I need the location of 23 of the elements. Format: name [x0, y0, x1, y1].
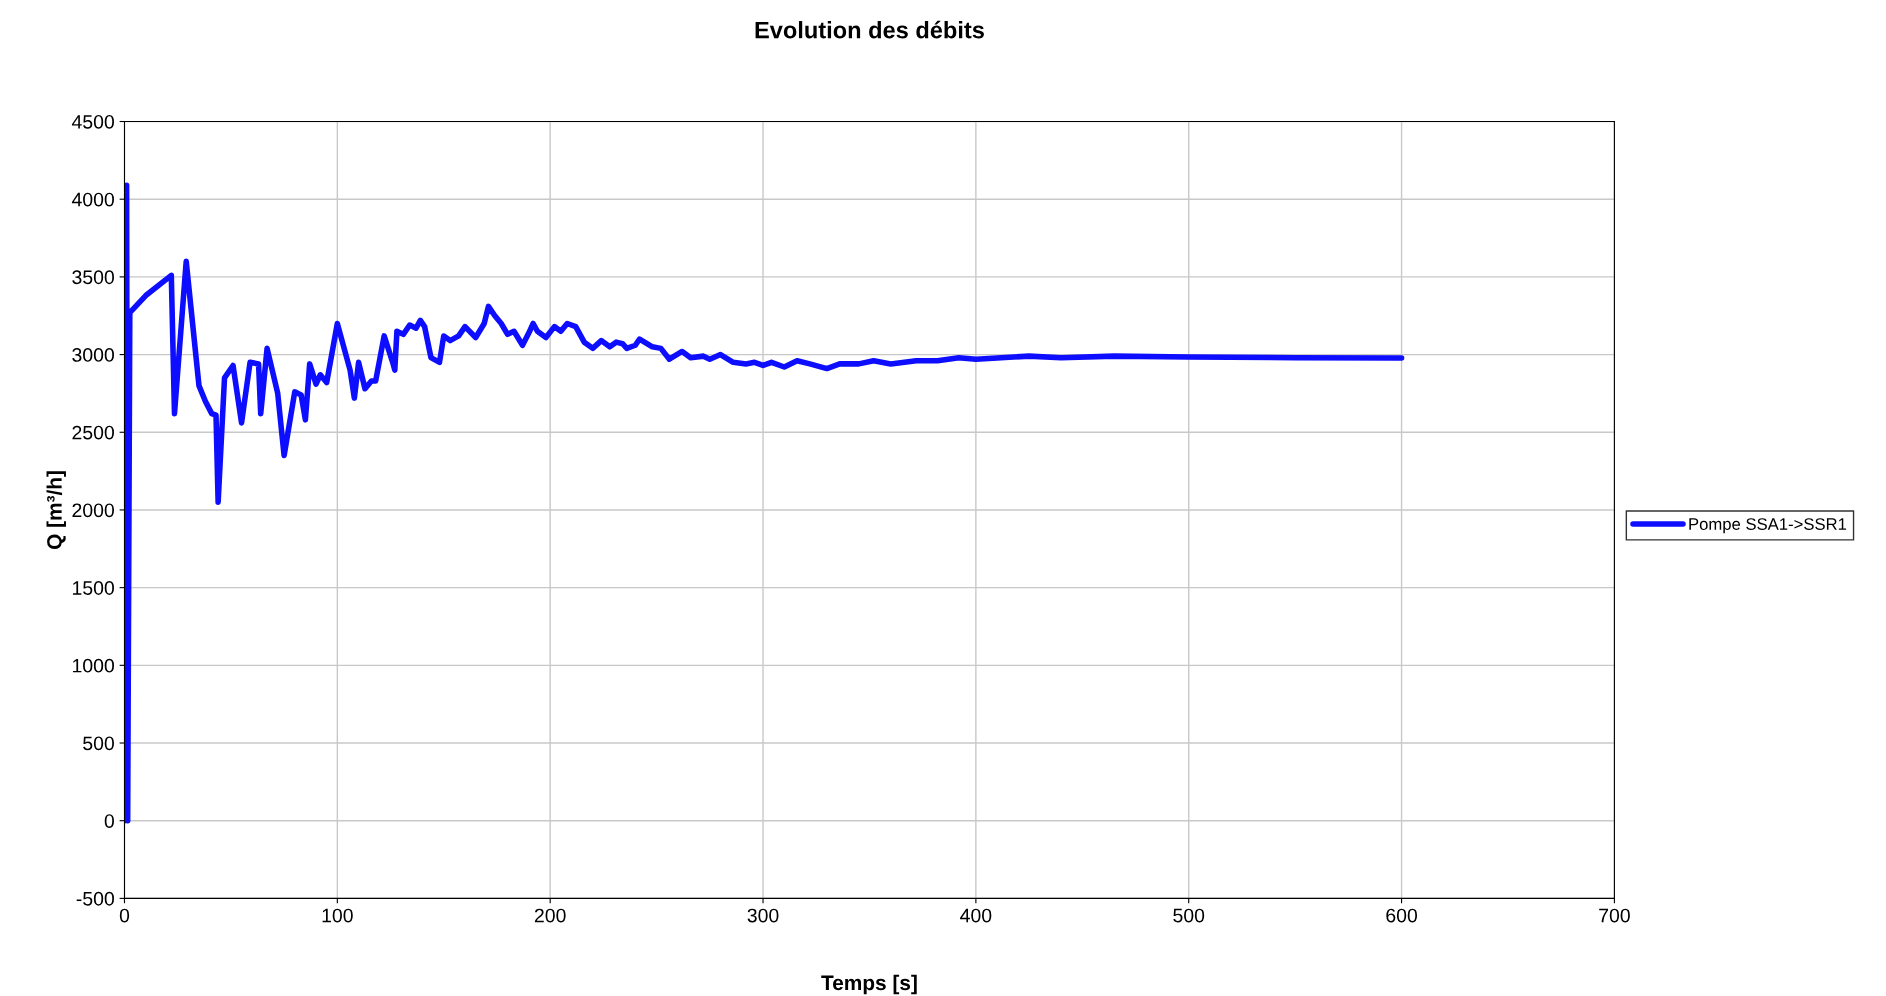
y-tick-label: 4500: [71, 114, 114, 129]
y-tick-label: 1000: [72, 658, 114, 673]
y-tick-label: 4000: [71, 192, 114, 207]
y-tick-label: 500: [83, 736, 114, 751]
legend-label: Pompe SSA1->SSR1: [1689, 518, 1847, 534]
x-tick-label: 100: [322, 908, 353, 923]
chart-title: Evolution des débits: [755, 20, 984, 39]
y-tick-label: 3000: [72, 348, 114, 362]
x-tick-label: 600: [1386, 908, 1418, 923]
x-tick-label: 400: [960, 908, 992, 923]
x-tick-label: 700: [1599, 908, 1630, 923]
y-axis-title: Q [m³/h]: [46, 471, 66, 550]
y-tick-label: 1500: [72, 581, 114, 595]
x-axis-title: Temps [s]: [821, 974, 917, 995]
y-tick-label: 0: [104, 814, 114, 828]
x-tick-label: 300: [747, 908, 779, 923]
y-tick-label: -500: [76, 891, 114, 906]
y-tick-label: 2000: [72, 503, 114, 518]
y-tick-label: 2500: [72, 425, 114, 440]
x-tick-label: 0: [119, 908, 130, 923]
x-tick-label: 500: [1173, 908, 1205, 923]
y-tick-label: 3500: [72, 270, 114, 285]
x-tick-label: 200: [534, 908, 566, 923]
